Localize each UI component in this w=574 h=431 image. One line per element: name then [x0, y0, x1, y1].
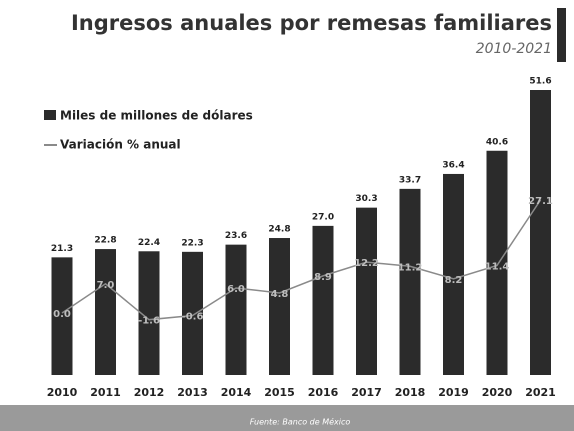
x-tick-label: 2016: [308, 386, 339, 399]
x-tick-label: 2015: [264, 386, 295, 399]
value-label: 11.2: [398, 262, 423, 273]
bar: [443, 173, 464, 375]
bar: [225, 244, 247, 375]
value-label: 51.6: [529, 77, 551, 87]
value-label: 11.4: [485, 261, 510, 272]
value-label: 36.4: [442, 160, 464, 170]
value-label: 4.8: [271, 289, 289, 300]
bar: [138, 251, 160, 375]
value-label: 8.2: [445, 275, 463, 286]
value-label: 40.6: [486, 137, 508, 147]
legend-swatch: [44, 110, 56, 120]
x-tick-label: 2014: [221, 386, 252, 399]
value-label: 22.8: [94, 236, 116, 246]
x-tick-label: 2018: [395, 386, 426, 399]
value-label: 30.3: [355, 194, 377, 204]
bar: [530, 90, 551, 375]
bar: [182, 251, 203, 375]
x-tick-label: 2021: [525, 386, 556, 399]
value-label: 33.7: [399, 175, 421, 185]
x-tick-label: 2020: [482, 386, 513, 399]
footer-band: [0, 405, 574, 431]
legend-label: Miles de millones de dólares: [60, 109, 253, 123]
value-label: 23.6: [225, 231, 247, 241]
value-label: 27.1: [528, 196, 553, 207]
value-label: 12.2: [354, 258, 379, 269]
bar: [399, 188, 421, 375]
value-label: 8.9: [314, 272, 332, 283]
bar: [51, 257, 73, 375]
line: [61, 199, 542, 321]
chart-subtitle: 2010-2021: [476, 41, 552, 57]
value-label: 7.0: [97, 280, 115, 291]
value-label: 21.3: [51, 244, 73, 254]
value-label: 22.3: [181, 238, 203, 248]
source-note: Fuente: Banco de México: [250, 417, 351, 427]
x-tick-label: 2013: [177, 386, 208, 399]
x-tick-label: 2019: [438, 386, 469, 399]
bar: [356, 207, 377, 375]
x-tick-label: 2017: [351, 386, 382, 399]
value-label: -0.6: [182, 312, 204, 323]
value-label: 24.8: [268, 225, 290, 235]
x-tick-label: 2010: [47, 386, 78, 399]
value-label: -1.6: [138, 316, 160, 327]
value-label: 6.0: [227, 284, 245, 295]
x-tick-label: 2012: [134, 386, 165, 399]
title-accent: [557, 8, 566, 62]
value-label: 0.0: [53, 309, 71, 320]
bar: [95, 249, 116, 375]
value-label: 22.4: [138, 238, 160, 248]
bar: [269, 238, 290, 375]
x-tick-label: 2011: [90, 386, 121, 399]
chart-title: Ingresos anuales por remesas familiares: [71, 11, 552, 35]
bar: [486, 150, 508, 375]
value-label: 27.0: [312, 212, 334, 222]
bar: [312, 225, 334, 375]
legend-label: Variación % anual: [60, 138, 181, 152]
